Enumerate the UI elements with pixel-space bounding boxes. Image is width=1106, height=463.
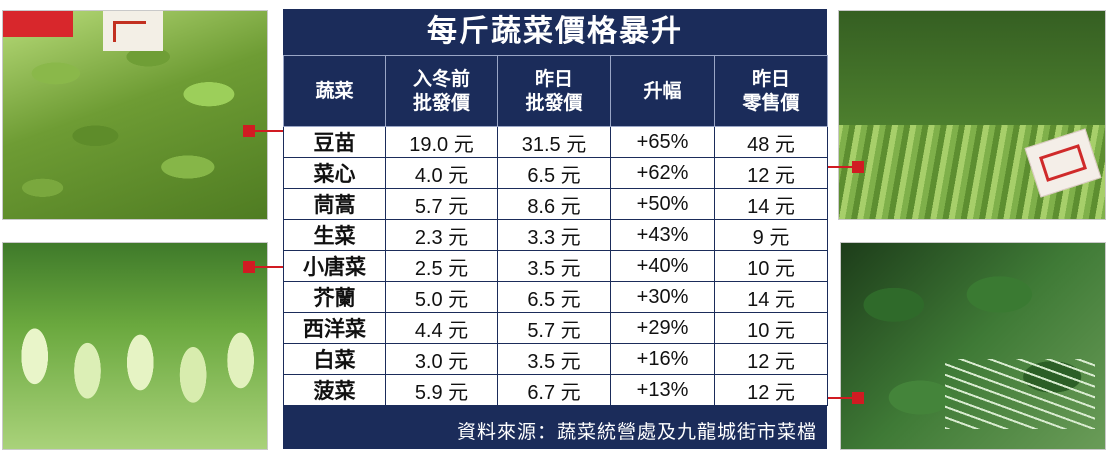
pre-winter-price: 19.0 元 <box>385 126 498 158</box>
yesterday-wholesale-price: 6.5 元 <box>497 281 611 313</box>
price-increase: +40% <box>610 250 715 282</box>
vegetable-name: 白菜 <box>283 343 386 375</box>
vegetable-name: 茼蒿 <box>283 188 386 220</box>
yesterday-retail-price: 48 元 <box>714 126 828 158</box>
connector-line-bok-choy <box>253 266 299 268</box>
yesterday-wholesale-price: 3.5 元 <box>497 250 611 282</box>
price-increase: +16% <box>610 343 715 375</box>
connector-dot-choy-sum <box>852 161 864 173</box>
yesterday-retail-price: 12 元 <box>714 343 828 375</box>
yesterday-retail-price: 12 元 <box>714 157 828 189</box>
stems-shape <box>945 359 1095 429</box>
pre-winter-price: 5.7 元 <box>385 188 498 220</box>
price-increase: +29% <box>610 312 715 344</box>
price-increase: +13% <box>610 374 715 406</box>
table-row: 茼蒿 5.7 元 8.6 元 +50% 14 元 <box>283 188 828 220</box>
price-tag-shape <box>103 11 163 51</box>
vegetable-name: 西洋菜 <box>283 312 386 344</box>
pre-winter-price: 3.0 元 <box>385 343 498 375</box>
table-row: 豆苗 19.0 元 31.5 元 +65% 48 元 <box>283 126 828 158</box>
pre-winter-price: 5.9 元 <box>385 374 498 406</box>
header-yesterday-wholesale: 昨日 批發價 <box>497 55 611 127</box>
yesterday-retail-price: 10 元 <box>714 250 828 282</box>
yesterday-retail-price: 12 元 <box>714 374 828 406</box>
yesterday-wholesale-price: 6.5 元 <box>497 157 611 189</box>
table-row: 小唐菜 2.5 元 3.5 元 +40% 10 元 <box>283 250 828 282</box>
connector-line-spinach <box>812 397 854 399</box>
vegetable-name: 芥蘭 <box>283 281 386 313</box>
table-header-row: 蔬菜 入冬前 批發價 昨日 批發價 升幅 昨日 零售價 <box>283 55 828 127</box>
yesterday-wholesale-price: 6.7 元 <box>497 374 611 406</box>
table-row: 菠菜 5.9 元 6.7 元 +13% 12 元 <box>283 374 828 406</box>
yesterday-wholesale-price: 5.7 元 <box>497 312 611 344</box>
yesterday-retail-price: 14 元 <box>714 188 828 220</box>
header-pre-winter-wholesale: 入冬前 批發價 <box>385 55 498 127</box>
source-note: 資料來源：蔬菜統營處及九龍城街市菜檔 <box>283 415 827 449</box>
choy-sum-photo <box>838 10 1106 220</box>
connector-dot-bok-choy <box>243 261 255 273</box>
header-yesterday-retail: 昨日 零售價 <box>714 55 828 127</box>
yesterday-wholesale-price: 31.5 元 <box>497 126 611 158</box>
pre-winter-price: 5.0 元 <box>385 281 498 313</box>
yesterday-retail-price: 14 元 <box>714 281 828 313</box>
table-row: 白菜 3.0 元 3.5 元 +16% 12 元 <box>283 343 828 375</box>
pre-winter-price: 4.0 元 <box>385 157 498 189</box>
yesterday-retail-price: 10 元 <box>714 312 828 344</box>
vegetable-name: 豆苗 <box>283 126 386 158</box>
price-increase: +50% <box>610 188 715 220</box>
pre-winter-price: 2.3 元 <box>385 219 498 251</box>
bok-choy-photo <box>2 242 268 450</box>
price-increase: +30% <box>610 281 715 313</box>
yesterday-wholesale-price: 3.5 元 <box>497 343 611 375</box>
connector-line-pea-shoots <box>253 130 299 132</box>
yesterday-retail-price: 9 元 <box>714 219 828 251</box>
leaf-area-shape <box>839 11 1105 126</box>
pre-winter-price: 2.5 元 <box>385 250 498 282</box>
price-table-panel: 每斤蔬菜價格暴升 蔬菜 入冬前 批發價 昨日 批發價 升幅 昨日 零售價 <box>283 9 828 449</box>
pre-winter-price: 4.4 元 <box>385 312 498 344</box>
vegetable-name: 菜心 <box>283 157 386 189</box>
pea-shoots-photo <box>2 10 268 220</box>
table-title: 每斤蔬菜價格暴升 <box>427 14 683 49</box>
vegetable-name: 生菜 <box>283 219 386 251</box>
price-increase: +62% <box>610 157 715 189</box>
table-row: 菜心 4.0 元 6.5 元 +62% 12 元 <box>283 157 828 189</box>
red-crate-shape <box>3 11 73 37</box>
yesterday-wholesale-price: 3.3 元 <box>497 219 611 251</box>
price-increase: +43% <box>610 219 715 251</box>
header-increase: 升幅 <box>610 55 715 127</box>
table-row: 西洋菜 4.4 元 5.7 元 +29% 10 元 <box>283 312 828 344</box>
yesterday-wholesale-price: 8.6 元 <box>497 188 611 220</box>
table-row: 生菜 2.3 元 3.3 元 +43% 9 元 <box>283 219 828 251</box>
vegetable-name: 小唐菜 <box>283 250 386 282</box>
connector-line-choy-sum <box>812 166 854 168</box>
spinach-photo <box>840 242 1106 450</box>
table-row: 芥蘭 5.0 元 6.5 元 +30% 14 元 <box>283 281 828 313</box>
connector-dot-pea-shoots <box>243 125 255 137</box>
vegetable-price-table: 蔬菜 入冬前 批發價 昨日 批發價 升幅 昨日 零售價 豆苗 19.0 元 <box>283 55 828 406</box>
header-vegetable: 蔬菜 <box>283 55 386 127</box>
price-sign-shape <box>1024 128 1102 198</box>
price-increase: +65% <box>610 126 715 158</box>
connector-dot-spinach <box>852 392 864 404</box>
vegetable-name: 菠菜 <box>283 374 386 406</box>
